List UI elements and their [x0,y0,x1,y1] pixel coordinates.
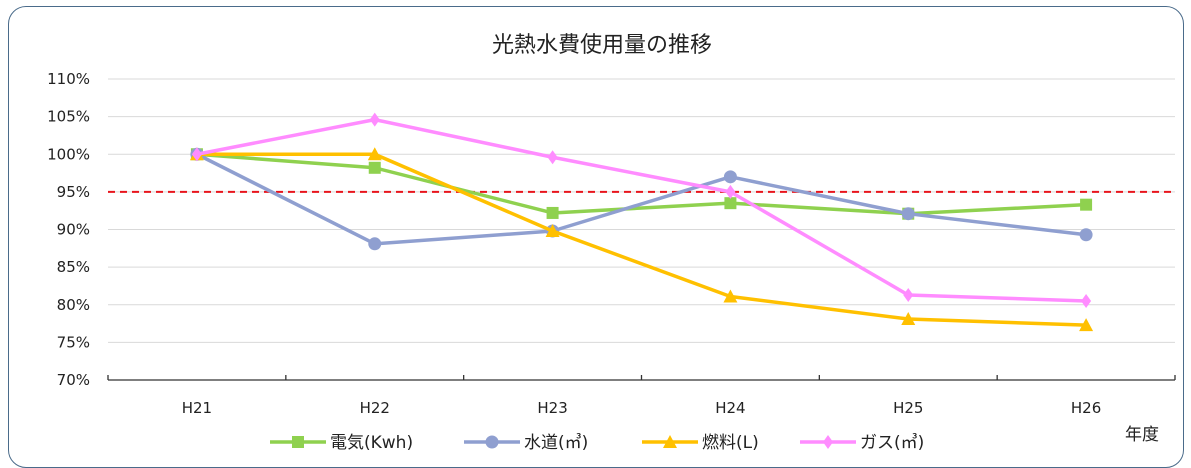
marker-square [368,161,381,174]
series-line [195,152,1088,327]
marker-square [546,206,559,219]
series-layer [189,112,1094,332]
series-1 [190,148,1093,220]
x-tick-label: H22 [360,399,390,417]
chart-title: 光熱水費使用量の推移 [492,33,712,58]
y-tick-label: 105% [47,108,90,126]
marker-diamond [191,147,202,162]
marker-circle [368,237,382,251]
y-tick-label: 85% [57,258,90,276]
series-3 [189,147,1094,332]
marker-triangle [723,289,738,303]
y-tick-label: 75% [57,333,90,351]
marker-diamond [823,435,833,449]
marker-diamond [369,112,380,127]
marker-square [724,197,737,210]
y-tick-label: 100% [47,145,90,163]
series-4 [191,112,1092,308]
marker-square [292,436,304,448]
legend-label: 電気(Kwh) [330,433,413,453]
legend-item: 燃料(L) [642,433,759,453]
x-axis-title: 年度 [1125,425,1159,445]
y-tick-label: 80% [57,296,90,314]
marker-circle [1079,228,1093,242]
marker-triangle [367,147,382,161]
legend-label: 水道(㎥) [524,433,588,453]
marker-diamond [725,184,736,199]
chart-frame [8,6,1184,468]
marker-triangle [663,435,677,448]
x-tick-label: H23 [537,399,567,417]
axis-layer: 70% 75% 80% 85% 90% 95% 100% 105% 110% H21 H22 H23 H… [47,70,1176,417]
series-line [195,117,1088,303]
marker-triangle [1079,318,1094,332]
legend-item: ガス(㎥) [800,433,924,453]
legend: 電気(Kwh) 水道(㎥) 燃料(L) ガス(㎥) [270,433,924,453]
marker-square [1080,198,1093,211]
marker-circle [901,207,915,221]
marker-diamond [1081,293,1092,308]
legend-label: ガス(㎥) [860,433,924,453]
y-tick-label: 110% [47,70,90,88]
grid-layer [108,78,1175,343]
y-tick-label: 70% [57,371,90,389]
marker-diamond [903,287,914,302]
series-line [195,152,1088,246]
y-tick-label: 90% [57,221,90,239]
x-tick-label: H24 [715,399,745,417]
x-tick-label: H25 [893,399,923,417]
marker-triangle [545,224,560,238]
legend-item: 電気(Kwh) [270,433,413,453]
legend-label: 燃料(L) [702,433,759,453]
marker-circle [485,435,499,449]
series-line [195,152,1088,216]
marker-diamond [547,150,558,165]
marker-triangle [901,312,916,326]
y-tick-label: 95% [57,183,90,201]
legend-item: 水道(㎥) [464,433,588,453]
x-tick-label: H21 [182,399,212,417]
marker-circle [723,170,737,184]
x-tick-label: H26 [1071,399,1101,417]
